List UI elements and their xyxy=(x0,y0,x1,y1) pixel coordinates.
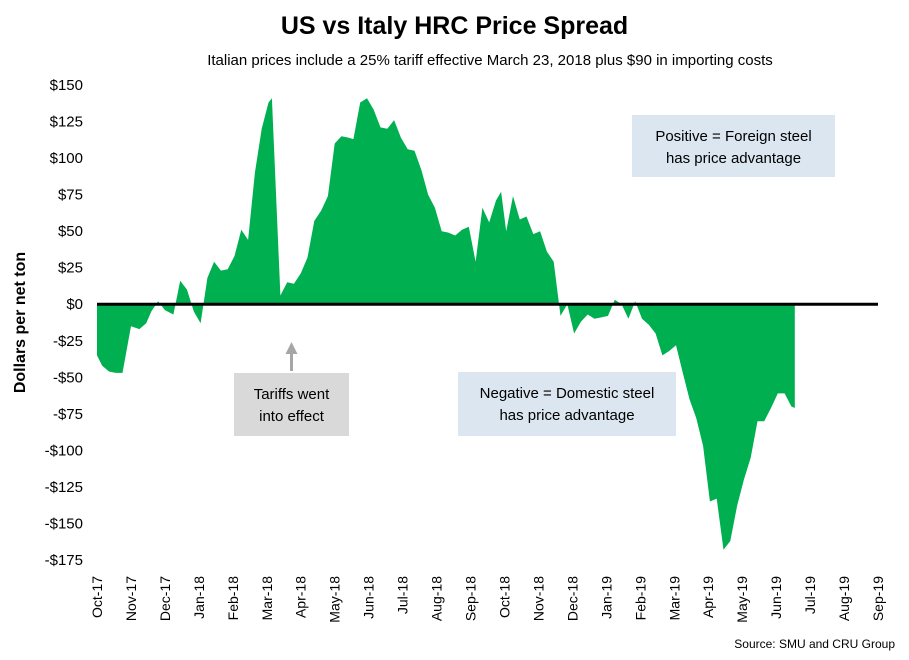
x-tick-label: Oct-18 xyxy=(497,576,513,618)
x-tick-label: Oct-17 xyxy=(89,576,105,618)
y-tick-label: $100 xyxy=(50,150,83,167)
x-tick-label: Nov-17 xyxy=(123,576,139,621)
y-axis-label: Dollars per net ton xyxy=(12,252,29,393)
x-tick-label: Feb-18 xyxy=(225,576,241,621)
x-tick-label: Aug-19 xyxy=(836,576,852,621)
x-tick-label: Jun-18 xyxy=(361,576,377,619)
x-tick-label: Sep-19 xyxy=(870,576,886,621)
y-tick-label: -$150 xyxy=(45,515,83,532)
chart-title: US vs Italy HRC Price Spread xyxy=(280,12,629,40)
x-tick-label: Feb-19 xyxy=(632,576,648,621)
x-tick-label: Mar-19 xyxy=(666,576,682,621)
x-tick-label: Jun-19 xyxy=(768,576,784,619)
tariff-annotation-text: Tariffs went xyxy=(254,386,330,403)
y-tick-label: -$75 xyxy=(53,406,83,423)
x-tick-label: Sep-18 xyxy=(463,576,479,621)
tariff-annotation-box xyxy=(234,373,349,436)
source-note: Source: SMU and CRU Group xyxy=(734,637,895,651)
y-tick-label: $150 xyxy=(50,77,83,94)
x-tick-label: Jan-19 xyxy=(598,576,614,619)
y-tick-label: -$50 xyxy=(53,369,83,386)
y-tick-label: -$175 xyxy=(45,552,83,569)
spread-area xyxy=(97,98,795,550)
x-tick-label: Jan-18 xyxy=(191,576,207,619)
x-tick-label: Dec-18 xyxy=(564,576,580,621)
x-tick-label: Dec-17 xyxy=(157,576,173,621)
positive-annotation-box xyxy=(632,115,835,177)
negative-annotation-text: has price advantage xyxy=(499,407,634,424)
x-tick-label: Apr-19 xyxy=(700,576,716,618)
negative-annotation-text: Negative = Domestic steel xyxy=(480,385,655,402)
x-tick-label: Jul-19 xyxy=(802,576,818,614)
positive-annotation-text: Positive = Foreign steel xyxy=(655,128,811,145)
chart-subtitle: Italian prices include a 25% tariff effe… xyxy=(207,52,773,69)
y-tick-label: $25 xyxy=(58,260,83,277)
y-tick-label: -$125 xyxy=(45,479,83,496)
x-tick-label: Mar-18 xyxy=(259,576,275,621)
x-tick-label: May-18 xyxy=(327,576,343,623)
tariff-annotation-text: into effect xyxy=(259,408,325,425)
y-tick-label: $0 xyxy=(66,296,83,313)
negative-annotation-box xyxy=(458,372,676,436)
tariff-arrow-head xyxy=(285,342,298,354)
y-tick-label: $50 xyxy=(58,223,83,240)
y-tick-label: -$100 xyxy=(45,442,83,459)
y-tick-label: $125 xyxy=(50,114,83,131)
positive-annotation-text: has price advantage xyxy=(666,150,801,167)
x-tick-label: Apr-18 xyxy=(293,576,309,618)
x-tick-label: Aug-18 xyxy=(429,576,445,621)
x-tick-label: Jul-18 xyxy=(395,576,411,614)
x-tick-label: Nov-18 xyxy=(530,576,546,621)
x-tick-label: May-19 xyxy=(734,576,750,623)
y-tick-label: $75 xyxy=(58,187,83,204)
y-tick-label: -$25 xyxy=(53,333,83,350)
